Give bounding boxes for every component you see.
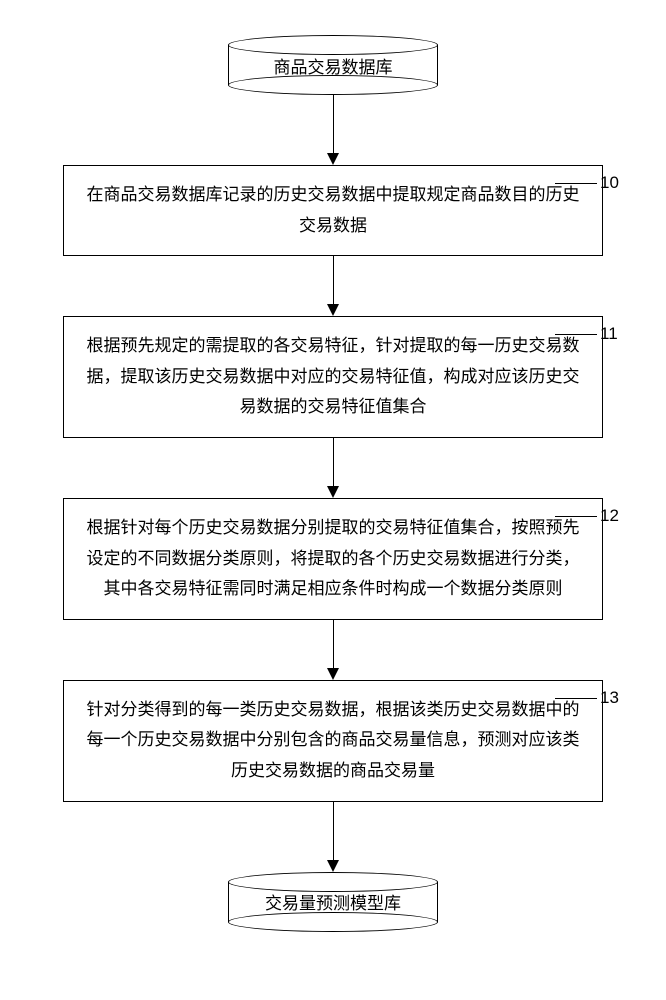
arrow-head-icon — [327, 304, 339, 316]
arrow-head-icon — [327, 486, 339, 498]
arrow-line — [333, 256, 334, 304]
step-13-wrap: 针对分类得到的每一类历史交易数据，根据该类历史交易数据中的每一个历史交易数据中分… — [0, 680, 666, 802]
arrow-line — [333, 438, 334, 486]
step-13-text: 针对分类得到的每一类历史交易数据，根据该类历史交易数据中的每一个历史交易数据中分… — [86, 695, 580, 787]
arrow-head-icon — [327, 860, 339, 872]
arrow — [327, 620, 339, 680]
step-11-box: 根据预先规定的需提取的各交易特征，针对提取的每一历史交易数据，提取该历史交易数据… — [63, 316, 603, 438]
step-11-wrap: 根据预先规定的需提取的各交易特征，针对提取的每一历史交易数据，提取该历史交易数据… — [0, 316, 666, 438]
step-10-box: 在商品交易数据库记录的历史交易数据中提取规定商品数目的历史交易数据 — [63, 165, 603, 256]
step-13-tag: 13 — [600, 688, 619, 708]
arrow — [327, 256, 339, 316]
arrow — [327, 438, 339, 498]
arrow-line — [333, 620, 334, 668]
flowchart-container: 商品交易数据库 在商品交易数据库记录的历史交易数据中提取规定商品数目的历史交易数… — [0, 0, 666, 932]
step-12-tagline — [555, 516, 597, 517]
step-10-tagline — [555, 183, 597, 184]
step-12-wrap: 根据针对每个历史交易数据分别提取的交易特征值集合，按照预先设定的不同数据分类原则… — [0, 498, 666, 620]
step-11-text: 根据预先规定的需提取的各交易特征，针对提取的每一历史交易数据，提取该历史交易数据… — [86, 331, 580, 423]
step-10-text: 在商品交易数据库记录的历史交易数据中提取规定商品数目的历史交易数据 — [86, 180, 580, 241]
db-source-node: 商品交易数据库 — [228, 35, 438, 95]
arrow-head-icon — [327, 668, 339, 680]
step-10-wrap: 在商品交易数据库记录的历史交易数据中提取规定商品数目的历史交易数据 10 — [0, 165, 666, 256]
step-10-tag: 10 — [600, 173, 619, 193]
step-11-tagline — [555, 334, 597, 335]
step-12-tag: 12 — [600, 506, 619, 526]
db-source-label: 商品交易数据库 — [274, 53, 393, 78]
step-11-tag: 11 — [600, 324, 618, 344]
arrow — [327, 802, 339, 872]
arrow — [327, 95, 339, 165]
step-12-text: 根据针对每个历史交易数据分别提取的交易特征值集合，按照预先设定的不同数据分类原则… — [86, 513, 580, 605]
step-13-box: 针对分类得到的每一类历史交易数据，根据该类历史交易数据中的每一个历史交易数据中分… — [63, 680, 603, 802]
db-result-node: 交易量预测模型库 — [228, 872, 438, 932]
step-13-tagline — [555, 698, 597, 699]
db-result-label: 交易量预测模型库 — [265, 889, 401, 914]
arrow-line — [333, 95, 334, 153]
arrow-line — [333, 802, 334, 860]
arrow-head-icon — [327, 153, 339, 165]
step-12-box: 根据针对每个历史交易数据分别提取的交易特征值集合，按照预先设定的不同数据分类原则… — [63, 498, 603, 620]
